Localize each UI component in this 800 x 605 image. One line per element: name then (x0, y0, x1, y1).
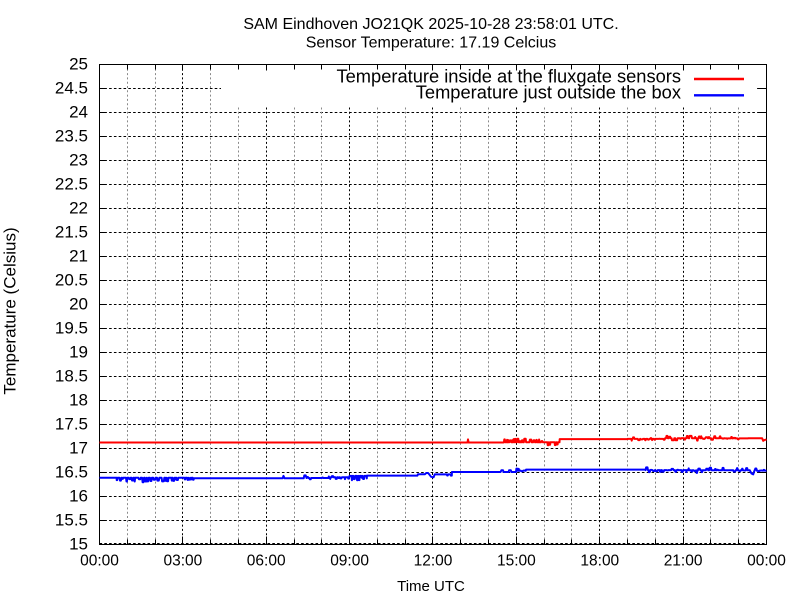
svg-text:18.5: 18.5 (55, 366, 88, 385)
svg-text:18: 18 (69, 390, 88, 409)
svg-text:17.5: 17.5 (55, 414, 88, 433)
svg-text:15: 15 (69, 534, 88, 553)
svg-text:Temperature (Celsius): Temperature (Celsius) (1, 227, 20, 394)
svg-text:03:00: 03:00 (164, 553, 203, 570)
svg-text:22.5: 22.5 (55, 174, 88, 193)
svg-text:23.5: 23.5 (55, 126, 88, 145)
svg-text:09:00: 09:00 (330, 553, 369, 570)
svg-text:Sensor Temperature: 17.19 Celc: Sensor Temperature: 17.19 Celcius (306, 35, 557, 52)
svg-text:19: 19 (69, 342, 88, 361)
svg-text:15:00: 15:00 (497, 553, 536, 570)
svg-text:15.5: 15.5 (55, 510, 88, 529)
svg-text:22: 22 (69, 198, 88, 217)
svg-text:24.5: 24.5 (55, 78, 88, 97)
svg-text:17: 17 (69, 438, 88, 457)
svg-text:20.5: 20.5 (55, 270, 88, 289)
svg-text:SAM Eindhoven JO21QK 2025-10-2: SAM Eindhoven JO21QK 2025-10-28 23:58:01… (243, 16, 618, 33)
svg-text:21: 21 (69, 246, 88, 265)
svg-text:21.5: 21.5 (55, 222, 88, 241)
svg-text:16.5: 16.5 (55, 462, 88, 481)
svg-text:18:00: 18:00 (580, 553, 619, 570)
svg-text:24: 24 (69, 102, 88, 121)
svg-text:06:00: 06:00 (247, 553, 286, 570)
svg-text:00:00: 00:00 (80, 553, 119, 570)
svg-text:Time UTC: Time UTC (397, 578, 465, 595)
svg-text:19.5: 19.5 (55, 318, 88, 337)
svg-text:00:00: 00:00 (747, 553, 786, 570)
svg-text:12:00: 12:00 (414, 553, 453, 570)
svg-text:20: 20 (69, 294, 88, 313)
svg-text:16: 16 (69, 486, 88, 505)
svg-text:Temperature inside at the flux: Temperature inside at the fluxgate senso… (337, 66, 682, 87)
svg-text:21:00: 21:00 (664, 553, 703, 570)
svg-text:23: 23 (69, 150, 88, 169)
svg-text:25: 25 (69, 54, 88, 73)
svg-text:Temperature just outside the b: Temperature just outside the box (416, 82, 681, 103)
